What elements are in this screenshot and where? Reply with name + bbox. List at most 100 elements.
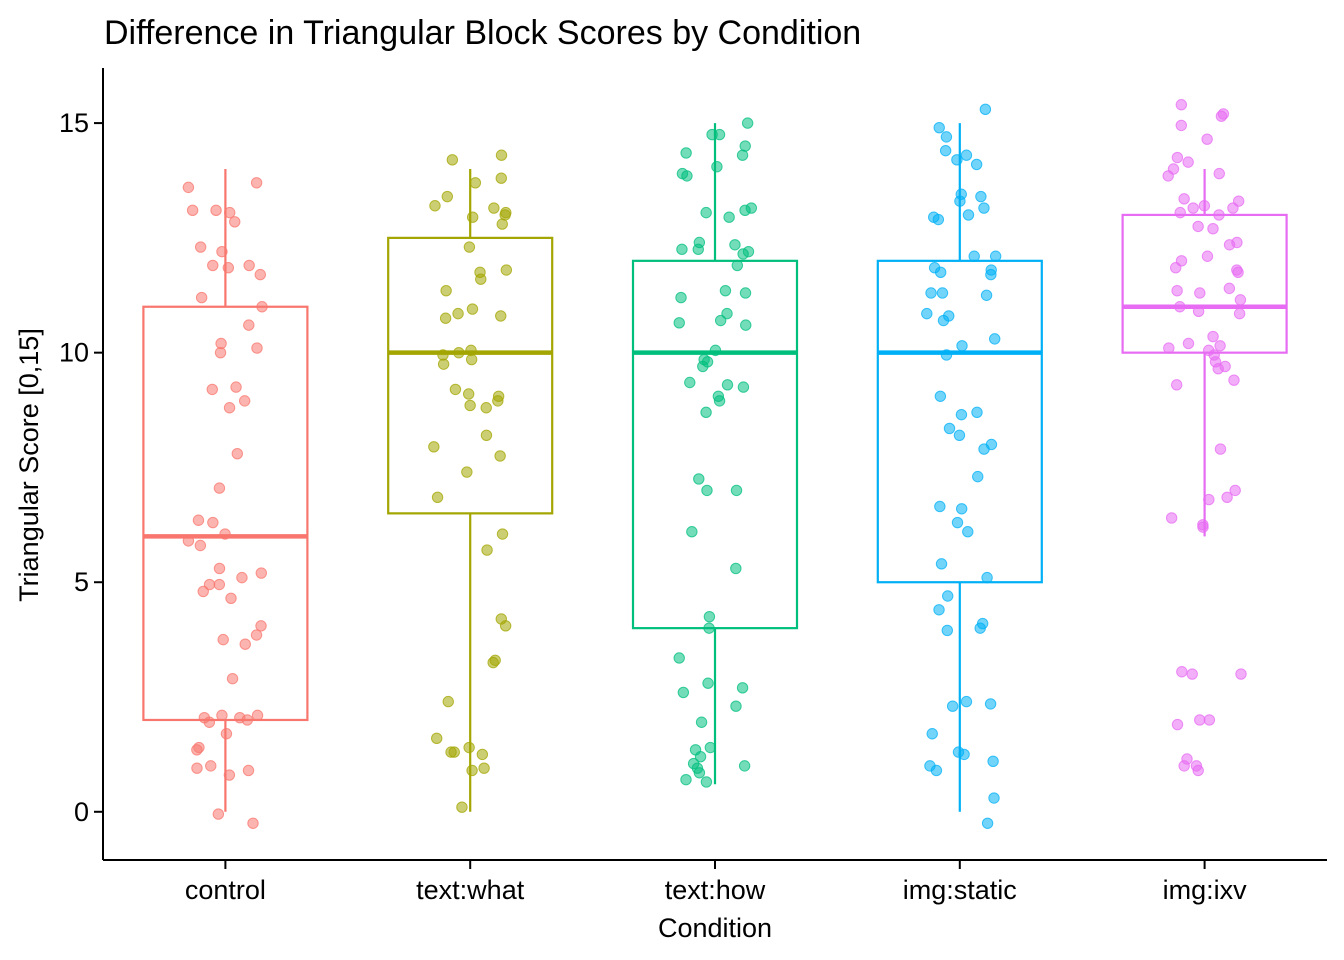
data-point — [239, 638, 251, 650]
data-point — [1171, 718, 1184, 731]
data-point — [428, 441, 440, 453]
data-point — [1162, 170, 1174, 182]
boxes-layer — [142, 123, 1288, 812]
data-point — [231, 447, 244, 460]
data-point — [677, 686, 690, 699]
data-point — [495, 149, 508, 161]
data-point — [466, 303, 479, 315]
data-point — [1182, 156, 1194, 168]
data-point — [978, 202, 990, 214]
data-point — [933, 121, 945, 134]
data-point — [223, 769, 236, 781]
data-point — [487, 656, 499, 669]
data-point — [702, 677, 714, 689]
data-point — [1186, 668, 1198, 680]
data-point — [680, 773, 692, 786]
data-point — [692, 243, 704, 256]
data-point — [225, 592, 237, 604]
boxplot-img-static — [876, 123, 1043, 812]
data-point — [697, 360, 709, 373]
x-ticks: control text:what text:how img:static img:ix… — [185, 860, 1247, 905]
data-point — [730, 484, 743, 497]
data-point — [488, 202, 500, 214]
data-point — [191, 744, 203, 756]
chart-title: Difference in Triangular Block Scores by… — [104, 14, 861, 52]
data-point — [1175, 119, 1188, 132]
x-tick-label: control — [185, 875, 266, 905]
data-point — [937, 314, 950, 327]
data-point — [238, 395, 251, 407]
data-point — [195, 291, 208, 304]
data-point — [247, 817, 259, 829]
data-point — [206, 383, 218, 396]
data-point — [463, 241, 476, 253]
data-point — [236, 571, 248, 584]
data-point — [1176, 666, 1188, 678]
data-point — [499, 620, 512, 632]
points-layer — [182, 99, 1247, 829]
data-point — [442, 695, 454, 708]
data-point — [673, 317, 685, 329]
data-point — [703, 610, 716, 623]
data-point — [1194, 714, 1206, 726]
data-point — [978, 443, 990, 455]
data-point — [1235, 668, 1247, 680]
data-point — [255, 567, 267, 579]
data-point — [926, 728, 938, 740]
data-point — [495, 172, 507, 184]
data-point — [1174, 206, 1186, 219]
x-axis-title: Condition — [658, 913, 772, 943]
data-point — [1194, 287, 1206, 299]
points-text-how — [673, 117, 758, 788]
data-point — [1175, 99, 1188, 111]
y-tick-label: 15 — [59, 108, 89, 138]
data-point — [936, 287, 949, 299]
data-point — [480, 429, 493, 442]
data-point — [953, 429, 966, 442]
data-point — [462, 388, 475, 400]
data-point — [223, 402, 236, 414]
data-point — [693, 473, 705, 485]
points-img-static — [921, 103, 1002, 829]
data-point — [1171, 151, 1184, 164]
boxplot-control — [142, 169, 309, 812]
data-point — [494, 450, 506, 462]
data-point — [700, 206, 712, 219]
data-point — [212, 808, 225, 820]
data-point — [226, 672, 239, 685]
data-point — [939, 144, 952, 157]
data-point — [492, 395, 504, 407]
data-point — [446, 154, 459, 166]
data-point — [217, 633, 229, 646]
data-point — [449, 383, 462, 396]
y-ticks: 0 5 10 15 — [59, 108, 103, 827]
x-tick-label: img:ixv — [1163, 875, 1248, 905]
data-point — [254, 268, 266, 281]
data-point — [719, 284, 732, 297]
data-point — [675, 291, 687, 304]
data-point — [1201, 250, 1214, 262]
data-point — [987, 755, 999, 767]
data-point — [207, 259, 219, 272]
data-point — [1178, 760, 1190, 772]
data-point — [700, 776, 713, 788]
data-point — [737, 381, 750, 393]
data-point — [456, 801, 468, 813]
data-point — [1214, 340, 1226, 352]
data-point — [478, 762, 490, 774]
data-point — [921, 307, 933, 320]
x-tick-label: text:how — [665, 875, 766, 905]
data-point — [1234, 294, 1247, 306]
data-point — [1223, 282, 1236, 295]
data-point — [1187, 202, 1199, 214]
data-point — [466, 211, 479, 223]
data-point — [739, 287, 752, 299]
data-point — [738, 760, 751, 772]
data-point — [1223, 239, 1236, 251]
data-point — [972, 470, 984, 483]
data-point — [210, 204, 222, 217]
data-point — [1201, 133, 1213, 145]
data-point — [469, 177, 482, 189]
data-point — [194, 241, 207, 253]
boxplot-text-how — [631, 123, 799, 785]
